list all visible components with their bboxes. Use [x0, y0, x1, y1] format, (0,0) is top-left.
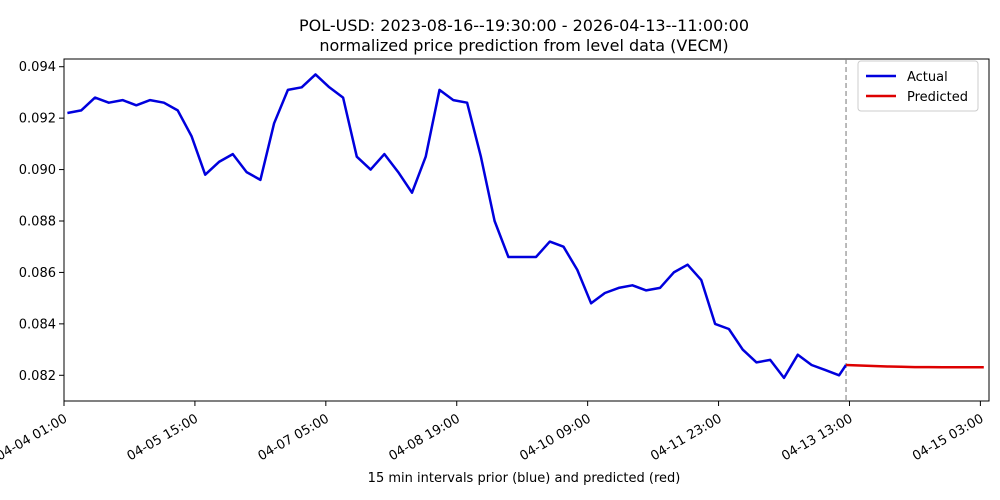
plot-frame [63, 58, 990, 402]
y-tick-label: 0.088 [19, 215, 56, 230]
y-tick-label: 0.082 [19, 369, 56, 384]
series-line-actual [67, 73, 848, 380]
y-tick-label: 0.084 [19, 317, 56, 332]
series-line-predicted [845, 363, 984, 369]
chart-subtitle: normalized price prediction from level d… [319, 36, 728, 55]
y-tick-label: 0.090 [19, 163, 56, 178]
x-axis-label: 15 min intervals prior (blue) and predic… [368, 471, 681, 486]
chart-title: POL-USD: 2023-08-16--19:30:00 - 2026-04-… [299, 16, 749, 35]
y-tick-label: 0.094 [19, 60, 56, 75]
y-tick-label: 0.086 [19, 266, 56, 281]
legend: Actual Predicted [857, 60, 979, 112]
y-tick-label: 0.092 [19, 112, 56, 127]
legend-label-actual: Actual [907, 70, 948, 85]
legend-box [857, 60, 979, 112]
legend-label-predicted: Predicted [907, 90, 968, 105]
